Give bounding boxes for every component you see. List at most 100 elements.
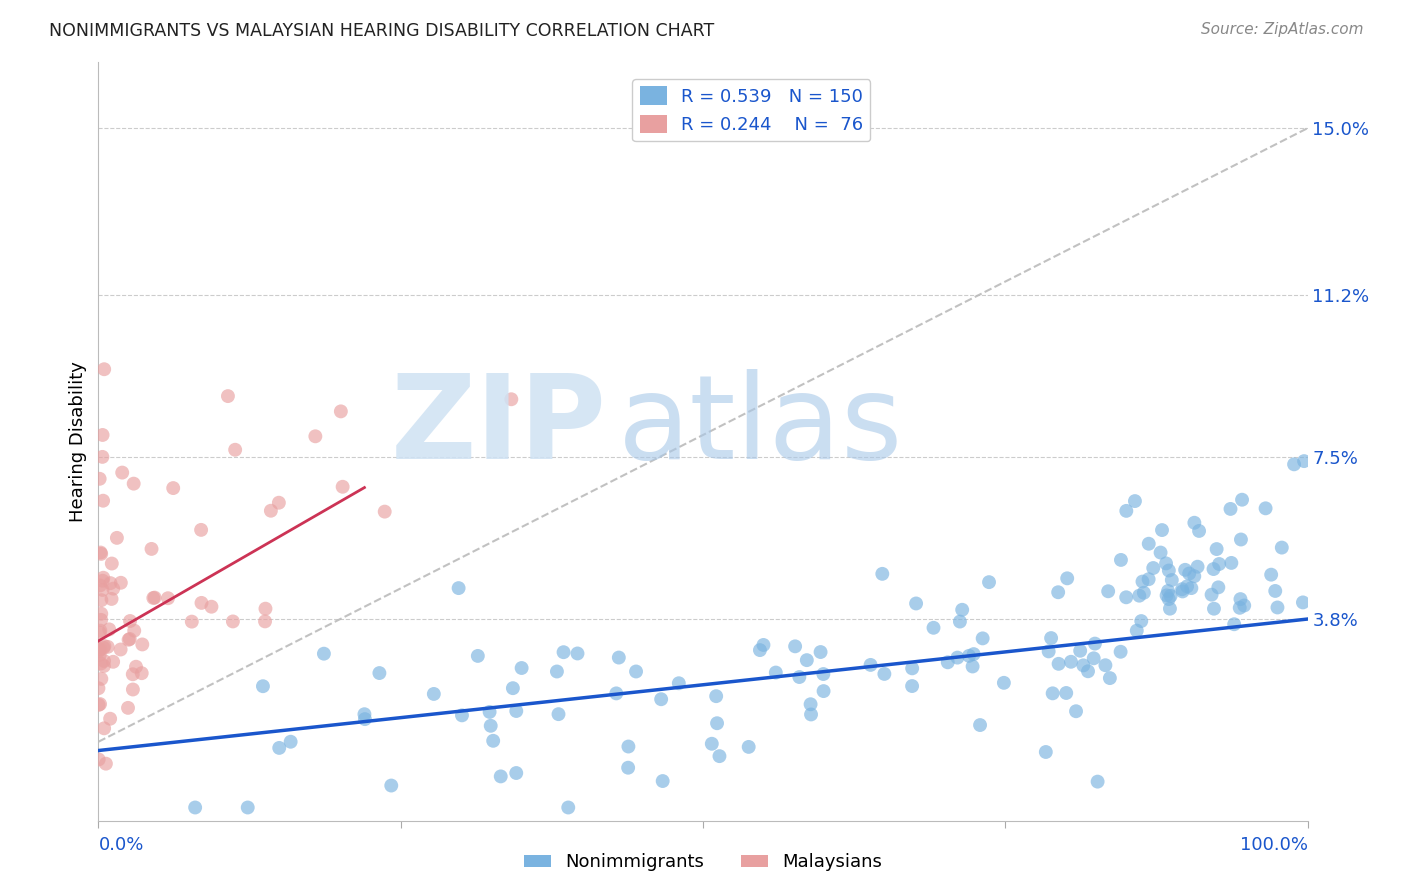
Point — [1229, 592, 1251, 607]
Point — [1126, 624, 1149, 638]
Point — [1150, 523, 1173, 537]
Point — [1154, 557, 1177, 571]
Point — [813, 667, 835, 681]
Point — [950, 603, 973, 617]
Point — [1160, 589, 1182, 603]
Point — [87, 698, 110, 712]
Point — [1077, 665, 1099, 679]
Point — [1175, 579, 1198, 593]
Point — [813, 684, 835, 698]
Point — [1142, 561, 1164, 575]
Point — [567, 647, 589, 661]
Point — [100, 591, 122, 606]
Point — [90, 547, 112, 561]
Point — [105, 531, 128, 545]
Point — [122, 682, 145, 697]
Legend: Nonimmigrants, Malaysians: Nonimmigrants, Malaysians — [517, 847, 889, 879]
Point — [993, 675, 1015, 690]
Point — [254, 615, 277, 629]
Point — [501, 392, 523, 407]
Point — [936, 655, 959, 669]
Point — [553, 645, 575, 659]
Text: ZIP: ZIP — [391, 369, 606, 483]
Point — [962, 659, 984, 673]
Point — [700, 737, 723, 751]
Point — [222, 615, 245, 629]
Point — [252, 679, 274, 693]
Point — [1156, 589, 1178, 603]
Point — [1294, 454, 1316, 468]
Point — [949, 615, 972, 629]
Point — [546, 665, 568, 679]
Point — [89, 648, 111, 662]
Point — [1157, 592, 1180, 607]
Point — [650, 692, 672, 706]
Point — [1137, 572, 1160, 586]
Point — [1157, 584, 1180, 599]
Text: 100.0%: 100.0% — [1240, 836, 1308, 854]
Point — [1098, 671, 1121, 685]
Point — [1109, 553, 1132, 567]
Point — [190, 596, 212, 610]
Point — [98, 712, 121, 726]
Point — [267, 496, 290, 510]
Point — [617, 761, 640, 775]
Point — [502, 681, 524, 695]
Point — [1182, 569, 1205, 583]
Point — [467, 648, 489, 663]
Point — [547, 707, 569, 722]
Point — [93, 639, 115, 653]
Point — [1180, 581, 1202, 595]
Point — [332, 480, 354, 494]
Text: atlas: atlas — [619, 369, 904, 483]
Point — [872, 566, 894, 581]
Point — [87, 752, 110, 766]
Point — [617, 739, 640, 754]
Point — [190, 523, 212, 537]
Point — [100, 576, 122, 591]
Point — [505, 704, 527, 718]
Point — [1171, 582, 1194, 597]
Point — [946, 650, 969, 665]
Point — [1130, 614, 1153, 628]
Point — [1220, 556, 1243, 570]
Point — [353, 707, 375, 722]
Point — [329, 404, 352, 418]
Point — [478, 705, 501, 719]
Point — [1069, 644, 1091, 658]
Point — [752, 638, 775, 652]
Point — [110, 575, 132, 590]
Point — [131, 666, 153, 681]
Point — [120, 614, 142, 628]
Point — [1137, 537, 1160, 551]
Point — [90, 607, 112, 621]
Point — [785, 640, 807, 654]
Point — [162, 481, 184, 495]
Point — [1064, 704, 1087, 718]
Point — [91, 428, 114, 442]
Point — [423, 687, 446, 701]
Point — [1083, 651, 1105, 665]
Point — [1097, 584, 1119, 599]
Point — [91, 493, 114, 508]
Point — [1160, 573, 1182, 587]
Point — [1047, 657, 1070, 671]
Point — [90, 613, 112, 627]
Point — [901, 679, 924, 693]
Point — [91, 574, 114, 588]
Point — [180, 615, 202, 629]
Point — [91, 571, 114, 585]
Point — [706, 716, 728, 731]
Point — [89, 472, 111, 486]
Point — [1178, 566, 1201, 581]
Point — [957, 648, 980, 663]
Point — [963, 647, 986, 661]
Point — [1292, 595, 1315, 609]
Point — [1133, 586, 1156, 600]
Point — [1208, 557, 1230, 571]
Text: 0.0%: 0.0% — [98, 836, 143, 854]
Point — [89, 624, 111, 638]
Point — [101, 557, 124, 571]
Point — [1182, 516, 1205, 530]
Point — [97, 640, 120, 654]
